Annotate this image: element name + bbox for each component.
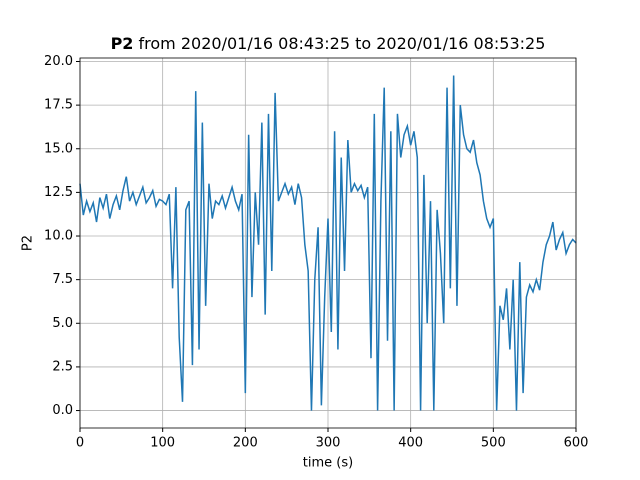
y-tick-label: 0.0 xyxy=(52,403,73,418)
y-tick-label: 12.5 xyxy=(44,185,73,200)
x-tick-label: 300 xyxy=(316,436,341,451)
x-axis-label: time (s) xyxy=(303,456,353,471)
x-tick-label: 600 xyxy=(564,436,589,451)
x-tick-label: 500 xyxy=(481,436,506,451)
x-tick-label: 100 xyxy=(150,436,175,451)
x-tick-label: 0 xyxy=(76,436,84,451)
y-tick-label: 7.5 xyxy=(52,272,73,287)
chart-title: P2 from 2020/01/16 08:43:25 to 2020/01/1… xyxy=(111,34,546,53)
y-tick-label: 10.0 xyxy=(44,229,73,244)
y-axis-label: P2 xyxy=(21,235,36,251)
y-tick-label: 15.0 xyxy=(44,141,73,156)
y-tick-label: 20.0 xyxy=(44,54,73,69)
title-name: P2 xyxy=(111,34,134,53)
y-tick-label: 2.5 xyxy=(52,359,73,374)
y-tick-label: 17.5 xyxy=(44,98,73,113)
x-tick-label: 400 xyxy=(398,436,423,451)
y-tick-label: 5.0 xyxy=(52,316,73,331)
title-range: from 2020/01/16 08:43:25 to 2020/01/16 0… xyxy=(139,34,546,53)
data-line xyxy=(79,75,577,411)
x-tick-label: 200 xyxy=(233,436,258,451)
plot-frame xyxy=(79,57,577,429)
